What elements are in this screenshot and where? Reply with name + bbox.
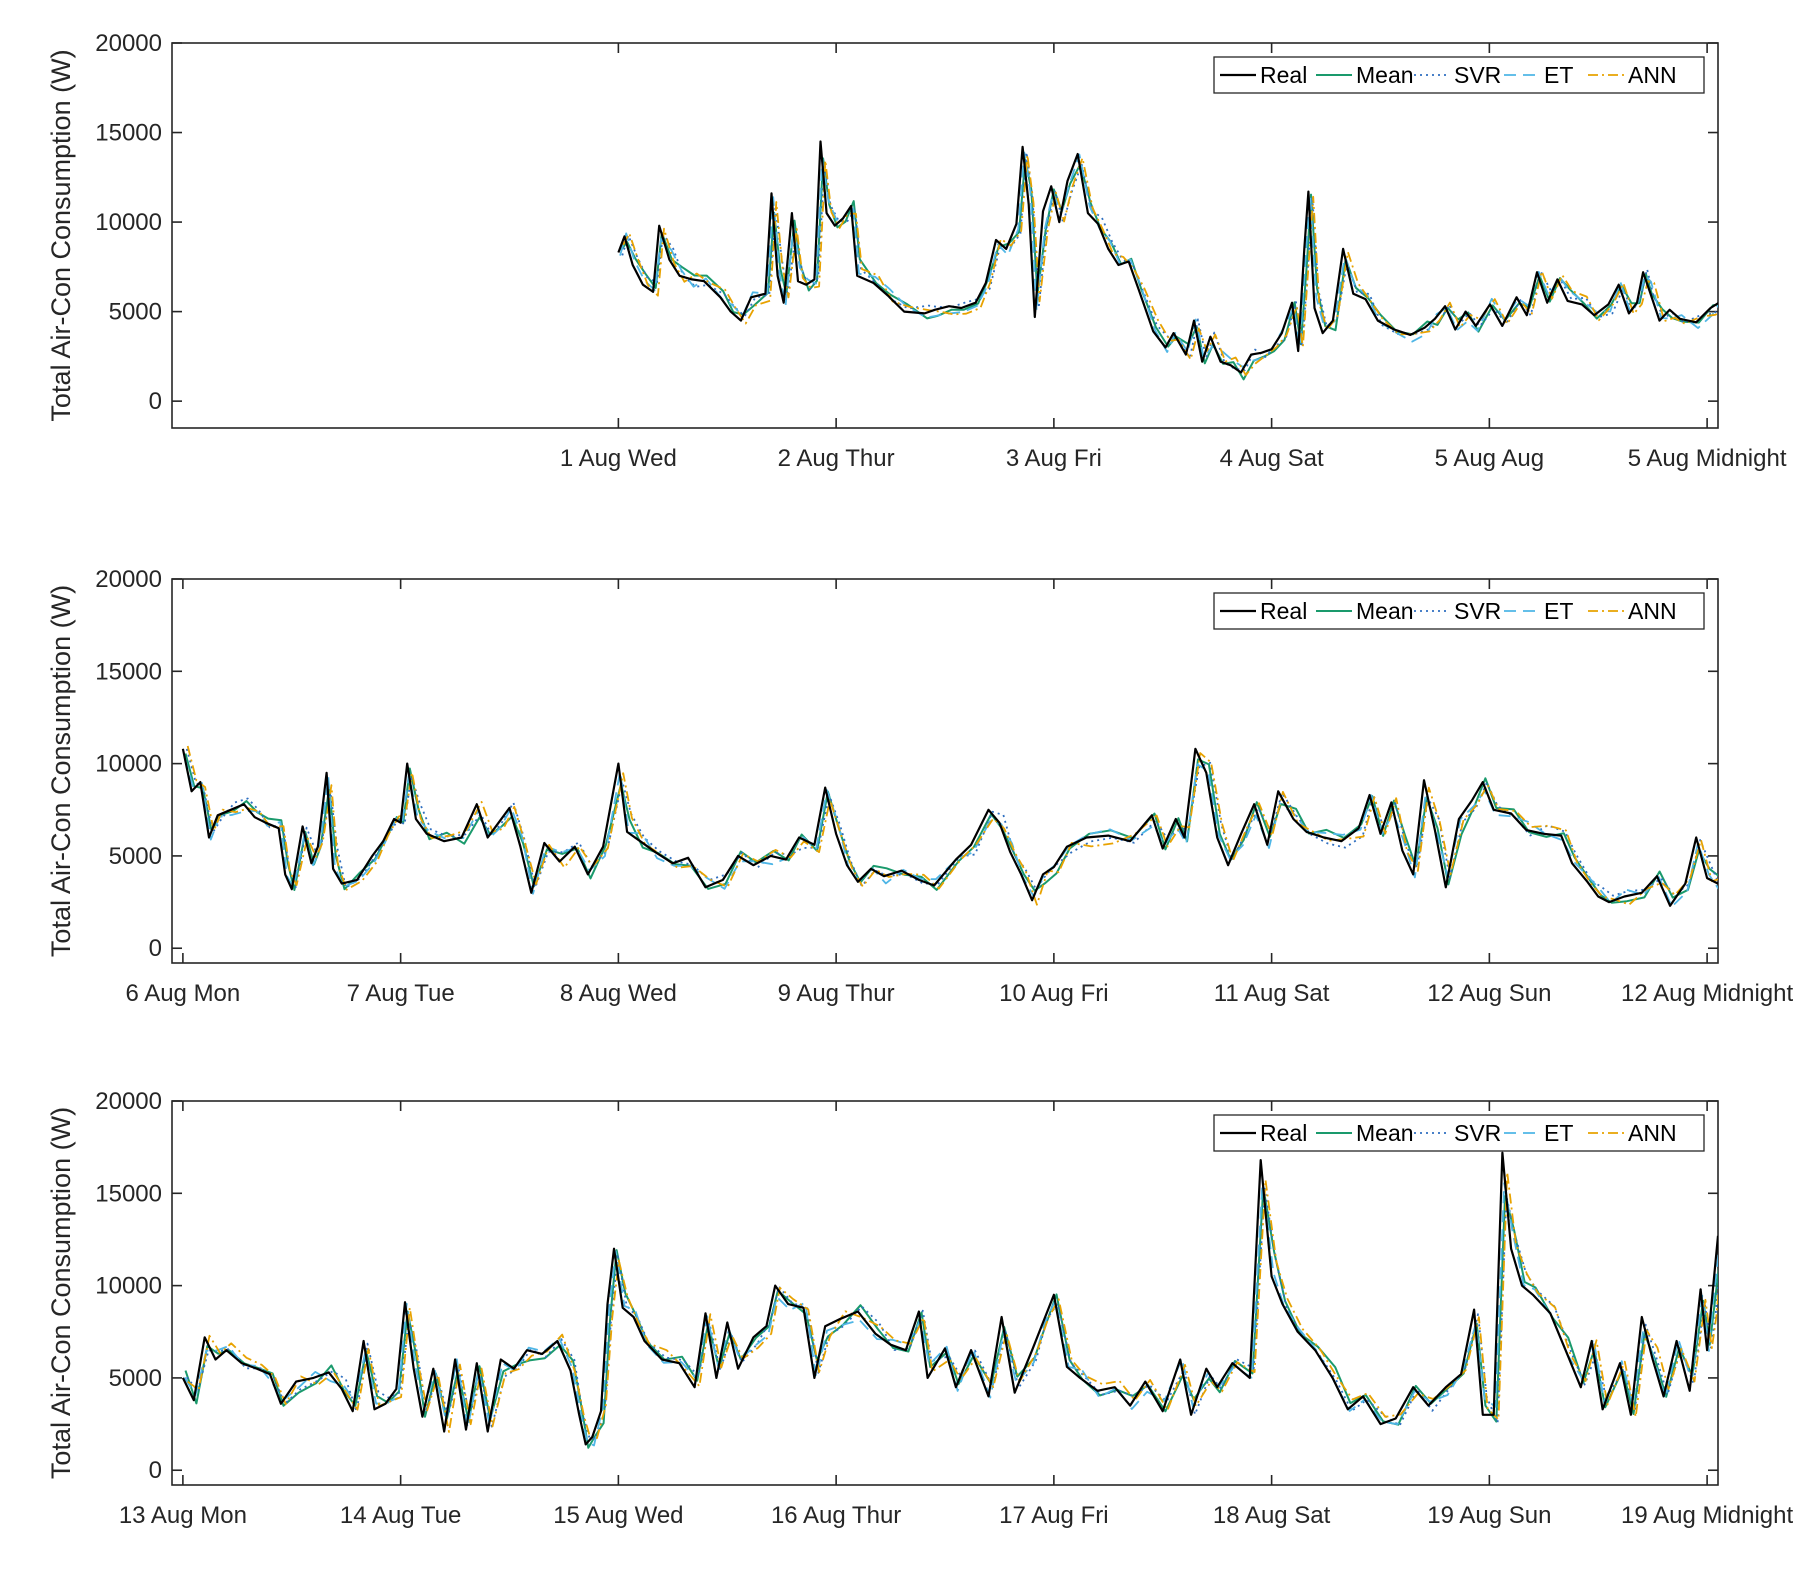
- legend: Real Mean SVR ET ANN: [1213, 1114, 1705, 1152]
- series-line-mean: [184, 1186, 1718, 1449]
- series-line-et: [183, 1179, 1718, 1447]
- series-line-svr: [186, 1187, 1718, 1440]
- legend-label-et: ET: [1544, 1120, 1573, 1146]
- x-tick-label: 3 Aug Fri: [1006, 445, 1102, 472]
- y-tick-label: 0: [149, 388, 162, 415]
- y-axis-label: Total Air-Con Consumption (W): [46, 1107, 76, 1479]
- y-tick-label: 15000: [95, 1180, 162, 1207]
- x-tick-label: 10 Aug Fri: [999, 980, 1108, 1007]
- y-tick-label: 10000: [95, 1273, 162, 1300]
- series-line-ann: [622, 153, 1718, 376]
- legend-label-real: Real: [1260, 62, 1307, 88]
- legend-label-svr: SVR: [1454, 62, 1501, 88]
- legend-label-real: Real: [1260, 598, 1307, 624]
- x-tick-label: 12 Aug Midnight: [1621, 980, 1793, 1007]
- x-tick-label: 1 Aug Wed: [560, 445, 677, 472]
- series-line-real: [617, 140, 1718, 374]
- plot-area: [171, 578, 1719, 964]
- x-tick-label: 12 Aug Sun: [1427, 980, 1551, 1007]
- series-line-mean: [184, 753, 1718, 904]
- x-tick-label: 7 Aug Tue: [347, 980, 455, 1007]
- series-line-real: [181, 1151, 1718, 1446]
- series-line-real: [181, 747, 1718, 907]
- x-tick-label: 9 Aug Thur: [778, 980, 895, 1007]
- x-tick-label: 6 Aug Mon: [126, 980, 241, 1007]
- x-tick-label: 5 Aug Aug: [1435, 445, 1544, 472]
- x-tick-label: 8 Aug Wed: [560, 980, 677, 1007]
- x-tick-label: 18 Aug Sat: [1213, 1502, 1331, 1529]
- x-tick-label: 14 Aug Tue: [340, 1502, 461, 1529]
- legend-label-real: Real: [1260, 1120, 1307, 1146]
- y-tick-label: 20000: [95, 566, 162, 593]
- legend: Real Mean SVR ET ANN: [1213, 592, 1705, 630]
- x-tick-label: 15 Aug Wed: [553, 1502, 683, 1529]
- series-line-mean: [620, 157, 1718, 381]
- y-tick-label: 10000: [95, 751, 162, 778]
- x-tick-label: 19 Aug Midnight: [1621, 1502, 1793, 1529]
- legend-label-ann: ANN: [1628, 62, 1677, 88]
- y-tick-label: 5000: [109, 1365, 162, 1392]
- x-tick-label: 2 Aug Thur: [778, 445, 895, 472]
- legend-label-svr: SVR: [1454, 598, 1501, 624]
- y-tick-label: 15000: [95, 120, 162, 147]
- chart-panel-1: 0 5000 10000 15000 20000 1 Aug Wed 2 Aug Thur 3…: [46, 30, 1787, 472]
- y-axis-label: Total Air-Con Consumption (W): [46, 585, 76, 957]
- chart-panel-2: 0 5000 10000 15000 20000 6 Aug Mon 7 Aug Tue 8 …: [46, 566, 1794, 1007]
- legend-label-et: ET: [1544, 62, 1573, 88]
- y-tick-label: 15000: [95, 658, 162, 685]
- y-tick-label: 20000: [95, 1088, 162, 1115]
- plot-area: [171, 42, 1719, 429]
- y-tick-label: 5000: [109, 843, 162, 870]
- y-tick-label: 0: [149, 1457, 162, 1484]
- y-tick-label: 20000: [95, 30, 162, 57]
- y-axis-label: Total Air-Con Consumption (W): [46, 49, 76, 421]
- series-line-ann: [187, 1171, 1718, 1440]
- y-tick-label: 10000: [95, 209, 162, 236]
- legend-label-mean: Mean: [1356, 1120, 1414, 1146]
- legend: Real Mean SVR ET ANN: [1213, 56, 1705, 94]
- legend-label-mean: Mean: [1356, 598, 1414, 624]
- x-tick-label: 11 Aug Sat: [1214, 980, 1330, 1007]
- plot-area: [171, 1100, 1719, 1486]
- series-line-et: [183, 756, 1718, 908]
- series-line-ann: [186, 745, 1718, 906]
- x-tick-label: 16 Aug Thur: [771, 1502, 901, 1529]
- legend-label-ann: ANN: [1628, 598, 1677, 624]
- x-tick-label: 19 Aug Sun: [1427, 1502, 1551, 1529]
- x-tick-label: 5 Aug Midnight: [1628, 445, 1787, 472]
- legend-label-et: ET: [1544, 598, 1573, 624]
- x-tick-label: 13 Aug Mon: [119, 1502, 247, 1529]
- y-tick-label: 0: [149, 935, 162, 962]
- legend-box: [1213, 1114, 1705, 1152]
- x-tick-label: 17 Aug Fri: [999, 1502, 1108, 1529]
- chart-panel-3: 0 5000 10000 15000 20000 13 Aug Mon 14 Aug Tue…: [46, 1088, 1794, 1529]
- legend-label-ann: ANN: [1628, 1120, 1677, 1146]
- x-tick-label: 4 Aug Sat: [1220, 445, 1324, 472]
- y-tick-label: 5000: [109, 299, 162, 326]
- legend-label-svr: SVR: [1454, 1120, 1501, 1146]
- series-line-et: [619, 151, 1718, 368]
- legend-label-mean: Mean: [1356, 62, 1414, 88]
